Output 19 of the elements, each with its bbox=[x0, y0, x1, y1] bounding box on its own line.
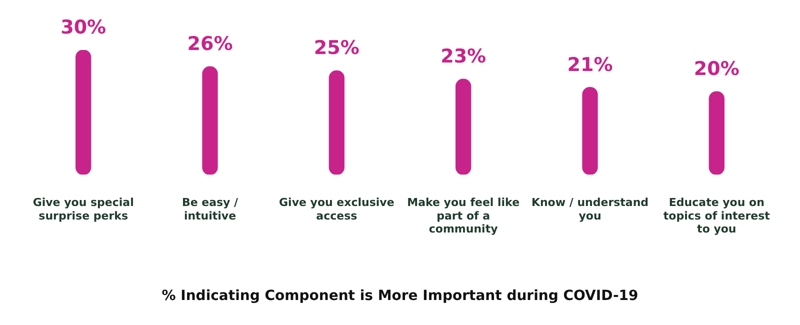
text: % Indicating Component is More Important during COVID-19 bbox=[162, 288, 638, 304]
x-tick-label: Give you exclusive access bbox=[279, 196, 394, 222]
x-tick-label: Educate you on topics of interest to you bbox=[663, 196, 770, 236]
data-label: 21% bbox=[567, 54, 613, 76]
bar bbox=[202, 66, 218, 175]
x-tick-label: Know / understand you bbox=[531, 196, 649, 222]
bar bbox=[456, 78, 472, 175]
bar bbox=[76, 50, 92, 175]
data-label: 20% bbox=[694, 58, 740, 80]
x-tick-label: Make you feel like part of a community bbox=[407, 196, 520, 236]
bar bbox=[708, 91, 724, 175]
bar bbox=[582, 87, 598, 175]
x-tick-label: Give you special surprise perks bbox=[32, 196, 134, 222]
x-tick-label: Be easy / intuitive bbox=[182, 196, 240, 222]
data-label: 30% bbox=[60, 16, 106, 38]
bar bbox=[328, 70, 344, 175]
data-label: 23% bbox=[440, 46, 486, 68]
data-label: 26% bbox=[187, 33, 233, 56]
data-label: 25% bbox=[314, 37, 360, 60]
